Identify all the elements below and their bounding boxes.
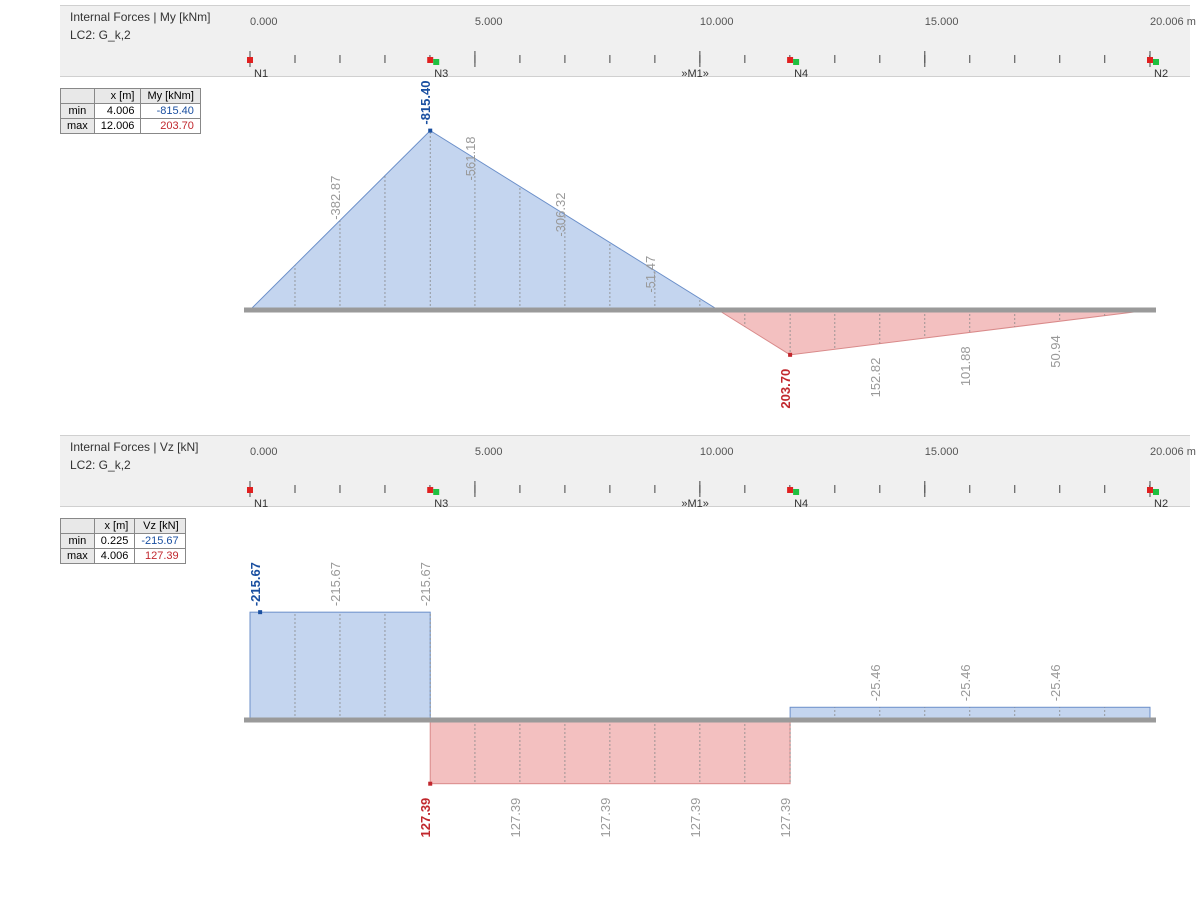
moment-value-label: 203.70 [778, 369, 793, 409]
moment-value-label: -815.40 [418, 81, 433, 125]
moment-pos-area [718, 310, 1150, 355]
moment-value-label: -306.32 [553, 193, 568, 237]
moment-value-label: 101.88 [958, 346, 973, 386]
shear-value-label: -25.46 [1048, 664, 1063, 701]
shear-value-label: -215.67 [418, 562, 433, 606]
shear-value-label: 127.39 [688, 798, 703, 838]
shear-value-label: -25.46 [958, 664, 973, 701]
shear-value-label: 127.39 [778, 798, 793, 838]
My-diagram: -382.87 -815.40 -561.18 -306.32 -51.47 203.70… [0, 0, 1200, 420]
moment-value-label: -382.87 [328, 176, 343, 220]
moment-value-label: -561.18 [463, 136, 478, 180]
Vz-diagram: -215.67 -215.67 -215.67 127.39 127.39 127.39 1… [0, 430, 1200, 890]
shear-value-label: 127.39 [508, 798, 523, 838]
shear-value-label: 127.39 [418, 798, 433, 838]
moment-value-label: -51.47 [643, 256, 658, 293]
moment-value-label: 152.82 [868, 358, 883, 398]
shear-value-label: -215.67 [328, 562, 343, 606]
shear-value-label: -25.46 [868, 664, 883, 701]
moment-value-label: 50.94 [1048, 335, 1063, 368]
shear-value-label: -215.67 [248, 562, 263, 606]
shear-value-label: 127.39 [598, 798, 613, 838]
